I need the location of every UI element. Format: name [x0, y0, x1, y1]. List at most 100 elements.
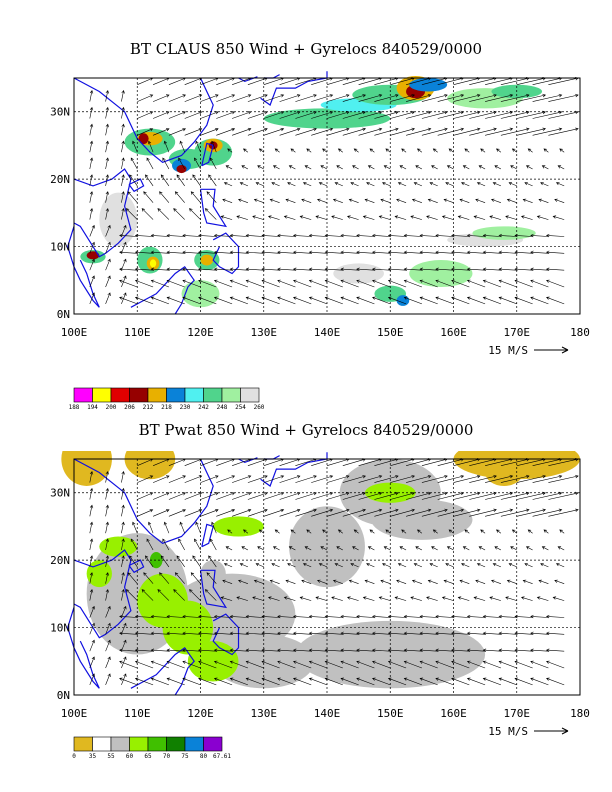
- shaded-region: [485, 459, 524, 486]
- wind-vector-arrow: [469, 93, 497, 102]
- vector-scale-label: 15 M/S: [488, 344, 528, 357]
- shaded-region: [396, 295, 410, 306]
- wind-vector-arrow: [105, 639, 111, 652]
- wind-vector-arrow: [419, 279, 438, 288]
- wind-vector-arrow: [498, 279, 517, 288]
- wind-vector-arrow: [173, 589, 185, 601]
- wind-vector-arrow: [134, 660, 154, 669]
- wind-vector-arrow: [247, 492, 268, 500]
- wind-vector-arrow: [189, 589, 201, 601]
- wind-vector-arrow: [387, 677, 407, 686]
- wind-vector-arrow: [545, 614, 565, 619]
- wind-vector-arrow: [527, 529, 533, 534]
- wind-vector-arrow: [229, 614, 248, 619]
- wind-vector-arrow: [380, 198, 391, 203]
- wind-vector-arrow: [247, 508, 268, 517]
- wind-vector-arrow: [178, 538, 185, 551]
- wind-vector-arrow: [557, 165, 565, 170]
- wind-vector-arrow: [182, 677, 201, 686]
- wind-vector-arrow: [299, 215, 312, 220]
- wind-vector-arrow: [182, 614, 201, 619]
- wind-vector-arrow: [283, 596, 296, 601]
- wind-vector-arrow: [498, 267, 517, 271]
- wind-vector-arrow: [121, 588, 125, 601]
- wind-vector-arrow: [166, 296, 185, 305]
- wind-vector-arrow: [332, 198, 343, 203]
- wind-vector-arrow: [500, 127, 530, 136]
- wind-vector-arrow: [466, 233, 486, 238]
- wind-vector-arrow: [121, 470, 125, 483]
- wind-vector-arrow: [200, 94, 219, 102]
- wind-vector-arrow: [340, 648, 359, 652]
- wind-vector-arrow: [229, 296, 249, 305]
- wind-vector-arrow: [371, 614, 391, 619]
- wind-vector-arrow: [229, 233, 248, 238]
- wind-vector-arrow: [495, 529, 502, 534]
- wind-vector-arrow: [385, 148, 391, 153]
- wind-vector-arrow: [413, 563, 423, 568]
- wind-vector-arrow: [150, 660, 170, 669]
- wind-vector-arrow: [267, 596, 280, 601]
- wind-vector-arrow: [263, 475, 285, 483]
- wind-vector-arrow: [482, 279, 502, 288]
- wind-vector-arrow: [453, 491, 481, 500]
- panel2-title: BT Pwat 850 Wind + Gyrelocs 840529/0000: [138, 421, 474, 439]
- wind-vector-arrow: [293, 296, 312, 305]
- colorbar-swatch: [166, 736, 186, 752]
- wind-vector-arrow: [403, 267, 422, 271]
- wind-vector-arrow: [421, 94, 448, 102]
- wind-vector-arrow: [498, 648, 517, 652]
- wind-vector-arrow: [184, 509, 203, 517]
- lat-tick-label: 0N: [57, 689, 70, 702]
- wind-vector-arrow: [495, 148, 502, 153]
- wind-vector-arrow: [356, 233, 375, 238]
- wind-vector-arrow: [437, 94, 465, 102]
- wind-vector-arrow: [261, 279, 280, 288]
- wind-vector-arrow: [437, 491, 465, 500]
- wind-vector-arrow: [346, 215, 359, 220]
- colorbar-swatch: [92, 736, 112, 752]
- wind-vector-arrow: [134, 648, 154, 652]
- wind-vector-arrow: [301, 198, 312, 203]
- wind-vector-arrow: [198, 233, 217, 238]
- wind-vector-arrow: [89, 157, 94, 170]
- wind-vector-arrow: [532, 127, 563, 136]
- wind-vector-arrow: [150, 233, 169, 238]
- wind-vector-arrow: [152, 94, 170, 102]
- colorbar-label: 194: [87, 404, 98, 411]
- wind-vector-arrow: [290, 148, 296, 153]
- wind-vector-arrow: [358, 475, 383, 483]
- wind-vector-arrow: [498, 660, 517, 669]
- wind-vector-arrow: [152, 475, 170, 483]
- colorbar-swatch: [184, 387, 204, 403]
- wind-vector-arrow: [524, 182, 533, 187]
- wind-vector-arrow: [152, 492, 170, 500]
- wind-vector-arrow: [541, 165, 549, 170]
- wind-vector-arrow: [432, 148, 438, 153]
- wind-vector-arrow: [464, 148, 470, 153]
- coastline: [201, 142, 214, 167]
- colorbar-label: 0: [72, 753, 76, 760]
- wind-vector-arrow: [369, 529, 375, 534]
- wind-vector-arrow: [546, 660, 565, 669]
- wind-vector-arrow: [184, 94, 203, 102]
- wind-vector-arrow: [417, 529, 423, 534]
- wind-vector-arrow: [371, 648, 391, 652]
- wind-vector-arrow: [119, 250, 138, 255]
- wind-vector-arrow: [482, 648, 501, 652]
- wind-vector-arrow: [89, 656, 95, 669]
- wind-vector-arrow: [387, 233, 407, 238]
- wind-vector-arrow: [387, 267, 407, 271]
- wind-vector-arrow: [557, 546, 565, 551]
- wind-vector-arrow: [340, 296, 359, 305]
- coastline: [263, 74, 280, 79]
- wind-vector-arrow: [277, 250, 296, 255]
- wind-vector-arrow: [510, 165, 517, 170]
- wind-vector-arrow: [545, 250, 565, 255]
- wind-vector-arrow: [372, 660, 391, 669]
- wind-vector-arrow: [89, 639, 95, 652]
- wind-vector-arrow: [121, 207, 125, 220]
- coastline: [212, 613, 240, 656]
- wind-vector-arrow: [184, 128, 203, 136]
- wind-vector-arrow: [331, 596, 343, 601]
